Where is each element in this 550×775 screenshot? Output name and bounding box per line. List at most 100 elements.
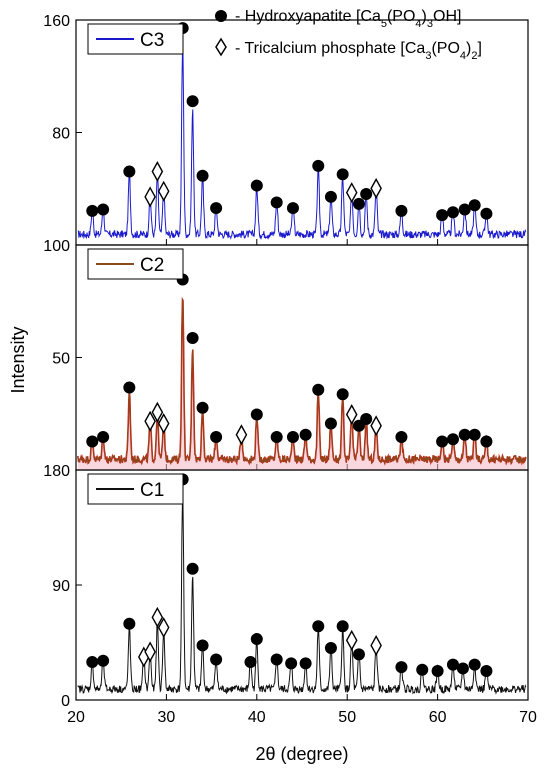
y-tick-label: 50 — [52, 351, 70, 368]
tcp-peak-marker — [157, 617, 170, 638]
ha-peak-marker — [360, 413, 373, 425]
series-legend-label: C2 — [140, 255, 164, 276]
ha-peak-marker — [480, 665, 493, 677]
ha-peak-marker — [352, 197, 365, 210]
hydroxyapatite-marker-icon — [215, 10, 227, 22]
tcp-peak-marker — [345, 182, 358, 204]
tcp-peak-marker — [345, 404, 358, 425]
ha-peak-marker — [324, 190, 337, 203]
tcp-peak-marker — [157, 180, 170, 202]
y-tick-label: 100 — [43, 238, 70, 255]
ha-peak-marker — [324, 417, 337, 430]
x-tick-label: 30 — [158, 709, 176, 726]
tcp-peak-marker — [235, 424, 248, 446]
panel-c2: 100 50 C2 — [43, 238, 529, 471]
tcp-peak-marker — [370, 415, 382, 437]
ha-peak-marker — [436, 209, 449, 222]
ha-peak-marker — [286, 431, 299, 443]
ha-peak-marker — [97, 203, 110, 216]
ha-peak-marker — [186, 562, 199, 575]
pattern-fill — [77, 299, 526, 470]
ha-peak-marker — [270, 431, 283, 443]
ha-peak-marker — [458, 203, 471, 216]
series-legend-box — [87, 23, 184, 55]
ha-peak-marker — [336, 168, 349, 181]
tcp-marker-icon — [215, 37, 227, 57]
ha-peak-marker — [250, 179, 263, 192]
ha-peak-marker — [97, 654, 110, 667]
ha-peak-marker — [86, 656, 99, 669]
ha-peak-marker — [186, 332, 199, 344]
ha-peak-marker — [468, 428, 481, 441]
ha-peak-marker — [86, 435, 99, 448]
ha-peak-marker — [86, 204, 99, 217]
ha-peak-marker — [196, 639, 209, 652]
ha-peak-marker — [285, 657, 298, 670]
panel-c1: 180 90 020 30 40 50 60 70 C1 — [43, 463, 537, 726]
ha-peak-marker — [431, 665, 444, 677]
ha-peak-marker — [336, 388, 349, 401]
ha-peak-marker — [244, 656, 257, 669]
x-tick-label: 40 — [248, 709, 266, 726]
ha-peak-marker — [299, 428, 312, 441]
ha-peak-marker — [270, 196, 283, 209]
ha-peak-marker — [336, 620, 349, 633]
ha-peak-marker — [97, 431, 110, 443]
y-tick-label: 90 — [52, 578, 70, 595]
ha-peak-marker — [210, 653, 223, 666]
pattern-line — [77, 48, 527, 240]
y-axis-label: Intensity — [8, 326, 28, 393]
y-tick-label: 160 — [43, 13, 70, 30]
ha-peak-marker — [123, 381, 136, 394]
panels: 160 80 C3 100 50 C2 180 90 020 30 40 50 60 70 C1 — [43, 13, 537, 726]
ha-peak-marker — [456, 662, 469, 675]
ha-peak-marker — [468, 199, 481, 212]
pattern-line — [77, 497, 527, 695]
tcp-peak-marker — [151, 401, 164, 423]
x-tick-label: 50 — [338, 709, 356, 726]
tcp-peak-marker — [144, 410, 156, 432]
ha-peak-marker — [186, 95, 199, 108]
ha-peak-marker — [446, 206, 459, 219]
ha-peak-marker — [312, 159, 325, 172]
y-tick-label: 180 — [43, 463, 70, 480]
ha-peak-marker — [360, 188, 373, 200]
ha-peak-marker — [480, 207, 493, 220]
ha-peak-marker — [395, 661, 408, 674]
ha-peak-marker — [312, 383, 325, 396]
ha-peak-marker — [250, 633, 263, 646]
tcp-peak-marker — [144, 186, 156, 208]
tcp-peak-marker — [370, 177, 382, 199]
y-tick-label: 80 — [52, 126, 70, 143]
x-tick-label: 20 — [67, 709, 85, 726]
ha-peak-marker — [446, 433, 459, 446]
ha-peak-marker — [312, 620, 325, 633]
ha-peak-marker — [352, 648, 365, 661]
tcp-peak-marker — [151, 161, 164, 182]
legend-tricalcium-phosphate: - Tricalcium phosphate [Ca3(PO4)2] — [235, 40, 482, 62]
panel-c3: 160 80 C3 — [43, 13, 529, 246]
ha-peak-marker — [210, 202, 223, 215]
ha-peak-marker — [299, 657, 312, 670]
ha-peak-marker — [286, 202, 299, 215]
ha-peak-marker — [458, 428, 471, 441]
x-tick-label: 70 — [519, 709, 537, 726]
ha-peak-marker — [196, 169, 209, 182]
ha-peak-marker — [468, 658, 481, 671]
ha-peak-marker — [210, 431, 223, 443]
tcp-peak-marker — [151, 606, 164, 628]
ha-peak-marker — [446, 658, 459, 671]
series-legend-label: C3 — [140, 30, 164, 51]
ha-peak-marker — [395, 431, 408, 443]
ha-peak-marker — [395, 204, 408, 217]
ha-peak-marker — [196, 401, 209, 414]
pattern-line — [77, 297, 527, 465]
tcp-peak-marker — [370, 635, 382, 656]
x-tick-label: 60 — [429, 709, 447, 726]
tcp-peak-marker — [144, 641, 156, 663]
ha-peak-marker — [416, 663, 429, 676]
ha-peak-marker — [324, 642, 337, 654]
x-axis-label: 2θ (degree) — [255, 744, 348, 764]
